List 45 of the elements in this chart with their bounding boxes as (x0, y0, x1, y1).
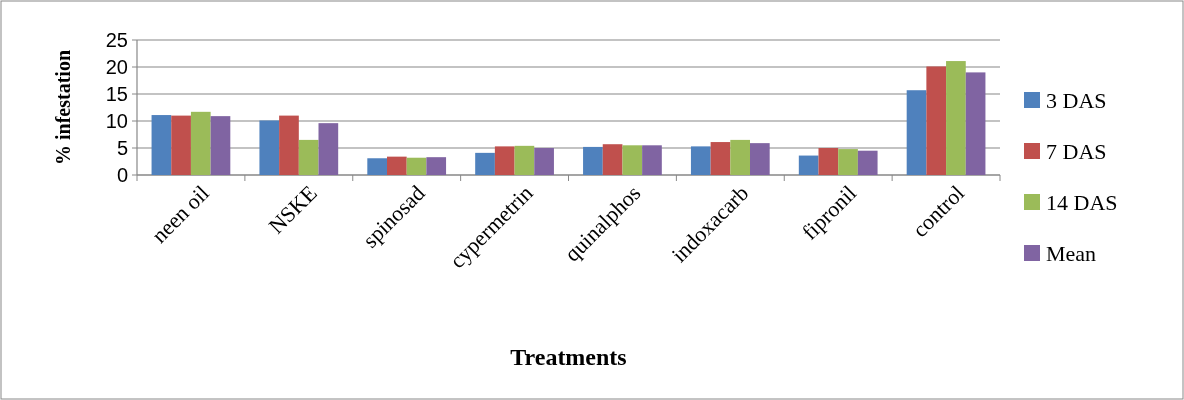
y-tick-label: 10 (105, 110, 128, 132)
x-tick-label: neen oil (146, 180, 214, 248)
bar (906, 90, 927, 175)
bar (475, 152, 495, 175)
y-tick-label: 0 (116, 164, 128, 186)
bar (946, 61, 966, 175)
legend-label: 3 DAS (1046, 87, 1107, 113)
bar (514, 145, 535, 175)
bar (818, 148, 839, 175)
bar (602, 144, 623, 175)
legend-label: 7 DAS (1046, 138, 1107, 164)
bar (798, 155, 819, 175)
bar (171, 115, 191, 175)
bar (857, 150, 878, 175)
bar (494, 146, 515, 175)
y-axis-title: % infestation (52, 50, 74, 165)
bar (926, 66, 947, 175)
bar (426, 157, 447, 175)
bar (965, 72, 986, 175)
bar (151, 115, 172, 175)
bar (210, 116, 231, 175)
legend-label: 14 DAS (1046, 189, 1118, 215)
bar (730, 139, 750, 175)
bar (279, 115, 299, 175)
bar (259, 120, 280, 175)
legend-label: Mean (1046, 240, 1097, 266)
bar (318, 123, 339, 175)
x-axis-title: Treatments (510, 344, 627, 370)
y-tick-label: 15 (105, 83, 128, 105)
bar (690, 146, 711, 175)
bar (534, 148, 554, 175)
bar (298, 139, 319, 175)
y-tick-label: 20 (105, 56, 128, 78)
bar (838, 149, 858, 175)
bar (642, 145, 662, 175)
bar (367, 158, 387, 175)
bar (622, 145, 643, 175)
bar (387, 156, 407, 175)
bar (406, 157, 427, 175)
bar (750, 143, 770, 175)
y-tick-label: 25 (105, 29, 128, 51)
y-tick-label: 5 (116, 137, 128, 159)
bar (710, 142, 731, 175)
bar (190, 111, 211, 175)
bar (583, 146, 603, 175)
